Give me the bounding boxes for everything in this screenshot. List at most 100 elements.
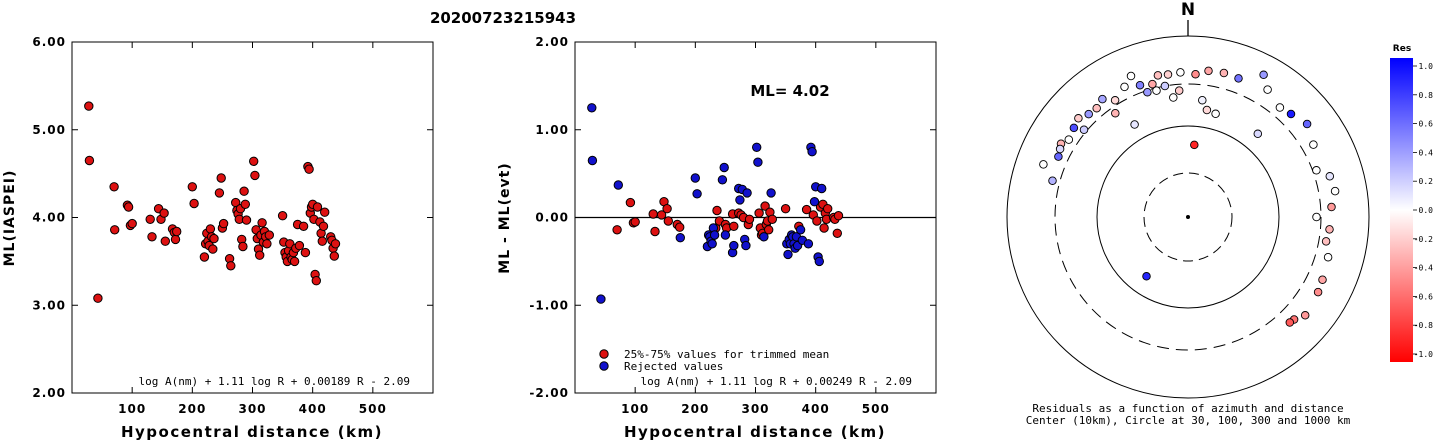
plot2-x-axis-label: Hypocentral distance (km) bbox=[624, 423, 886, 441]
data-point bbox=[240, 199, 251, 210]
data-point bbox=[250, 170, 260, 181]
ring-1000km bbox=[1006, 35, 1370, 399]
data-point bbox=[264, 230, 274, 240]
rejected-point bbox=[692, 189, 702, 199]
station-residual-point bbox=[1055, 144, 1065, 154]
station-residual-point bbox=[1302, 119, 1312, 129]
trimmed-point bbox=[630, 217, 640, 227]
colorbar-tick-label: 0.6 bbox=[1419, 120, 1434, 129]
rejected-point bbox=[817, 183, 827, 194]
data-point bbox=[84, 155, 95, 166]
station-residual-point bbox=[1275, 103, 1285, 112]
trimmed-point bbox=[812, 216, 822, 226]
p2-xtick-label: 200 bbox=[681, 402, 709, 416]
data-point bbox=[300, 247, 311, 258]
rejected-point bbox=[719, 162, 729, 173]
polar-caption-line2: Center (10km), Circle at 30, 100, 300 an… bbox=[1026, 414, 1351, 427]
station-residual-point bbox=[1318, 275, 1327, 284]
trimmed-point bbox=[833, 211, 844, 221]
data-point bbox=[294, 240, 305, 251]
data-point bbox=[214, 188, 225, 198]
station-residual-point bbox=[1069, 123, 1079, 133]
trimmed-point bbox=[767, 214, 777, 225]
station-residual-point bbox=[1204, 66, 1213, 76]
p1-xtick-label: 500 bbox=[359, 402, 387, 416]
p2-ytick-label: 1.00 bbox=[535, 123, 569, 137]
colorbar-tick-label: 0.4 bbox=[1419, 148, 1434, 157]
data-point bbox=[330, 239, 341, 249]
colorbar-tick-label: -1.0 bbox=[1414, 350, 1433, 359]
station-residual-point bbox=[1135, 80, 1145, 90]
station-residual-point bbox=[1198, 95, 1207, 105]
polar-caption-line1: Residuals as a function of azimuth and d… bbox=[1032, 402, 1343, 415]
station-residual-point bbox=[1285, 318, 1295, 327]
trimmed-point bbox=[656, 210, 667, 220]
rejected-point bbox=[707, 239, 717, 249]
trimmed-point bbox=[612, 225, 622, 235]
colorbar-tick-label: 0.8 bbox=[1419, 91, 1434, 100]
p1-xtick-label: 400 bbox=[299, 402, 327, 416]
station-residual-point bbox=[1234, 74, 1243, 83]
figure-title: 20200723215943 bbox=[430, 9, 576, 27]
azimuth-residual-plot: N Residuals as a function of azimuth and… bbox=[1006, 0, 1370, 427]
p1-xtick-label: 100 bbox=[118, 402, 146, 416]
rejected-point bbox=[807, 147, 817, 157]
rejected-point bbox=[766, 188, 776, 198]
data-point bbox=[127, 218, 137, 229]
p2-ytick-label: -2.00 bbox=[529, 386, 569, 400]
data-point bbox=[209, 233, 219, 244]
p1-ytick-label: 5.00 bbox=[32, 123, 66, 137]
trimmed-point bbox=[819, 223, 829, 233]
p2-ytick-label: -1.00 bbox=[529, 298, 569, 312]
colorbar-title: Res bbox=[1393, 44, 1411, 54]
station-residual-point bbox=[1160, 81, 1170, 91]
station-residual-point bbox=[1120, 82, 1129, 92]
trimmed-point bbox=[801, 204, 812, 215]
station-residual-point bbox=[1039, 160, 1048, 169]
station-residual-point bbox=[1084, 109, 1093, 119]
colorbar-tick-label: -0.4 bbox=[1414, 264, 1433, 273]
trimmed-point bbox=[675, 222, 685, 232]
trimmed-point bbox=[832, 228, 842, 239]
plot1-frame bbox=[71, 41, 434, 394]
trimmed-point bbox=[780, 204, 791, 214]
data-point bbox=[84, 101, 94, 111]
ml-vs-distance-plot: 100 200 300 400 500 2.00 3.00 4.00 5.00 6.00 Hypo… bbox=[2, 35, 434, 441]
station-residual-point bbox=[1054, 152, 1063, 161]
station-residual-point bbox=[1202, 105, 1212, 115]
rejected-point bbox=[587, 155, 598, 166]
plot2-y-axis-label: ML - ML(evt) bbox=[497, 162, 513, 273]
station-residual-point bbox=[1126, 71, 1136, 81]
p2-xtick-label: 300 bbox=[741, 402, 769, 416]
station-residual-point bbox=[1143, 87, 1152, 97]
data-point bbox=[147, 232, 157, 242]
trimmed-point bbox=[648, 209, 658, 219]
station-residual-point bbox=[1111, 108, 1120, 118]
data-point bbox=[318, 221, 329, 232]
data-point bbox=[298, 221, 309, 232]
legend-swatch-trimmed bbox=[599, 349, 609, 359]
legend-label-trimmed: 25%-75% values for trimmed mean bbox=[624, 348, 829, 361]
north-label: N bbox=[1181, 0, 1195, 20]
data-point bbox=[304, 164, 314, 174]
station-residual-point bbox=[1253, 129, 1263, 139]
legend-label-rejected: Rejected values bbox=[624, 360, 723, 373]
p1-ytick-label: 4.00 bbox=[32, 211, 66, 225]
rejected-point bbox=[587, 103, 597, 113]
station-residual-point bbox=[1300, 311, 1310, 320]
trimmed-point bbox=[823, 204, 833, 214]
station-residual-point bbox=[1152, 86, 1161, 95]
station-residual-point bbox=[1190, 140, 1199, 150]
data-point bbox=[110, 225, 120, 235]
station-residual-point bbox=[1325, 172, 1335, 181]
station-residual-point bbox=[1191, 69, 1200, 79]
station-residual-point bbox=[1064, 135, 1074, 144]
data-point bbox=[311, 276, 321, 286]
trimmed-point bbox=[754, 208, 764, 218]
residual-vs-distance-plot: 100 200 300 400 500 -2.00 -1.00 0.00 1.00 2.00 ML… bbox=[497, 35, 937, 441]
p1-ytick-label: 3.00 bbox=[32, 298, 66, 312]
rejected-point bbox=[783, 249, 793, 260]
station-residual-point bbox=[1330, 186, 1340, 196]
plot1-x-axis-label: Hypocentral distance (km) bbox=[121, 423, 383, 441]
station-residual-point bbox=[1176, 68, 1185, 77]
